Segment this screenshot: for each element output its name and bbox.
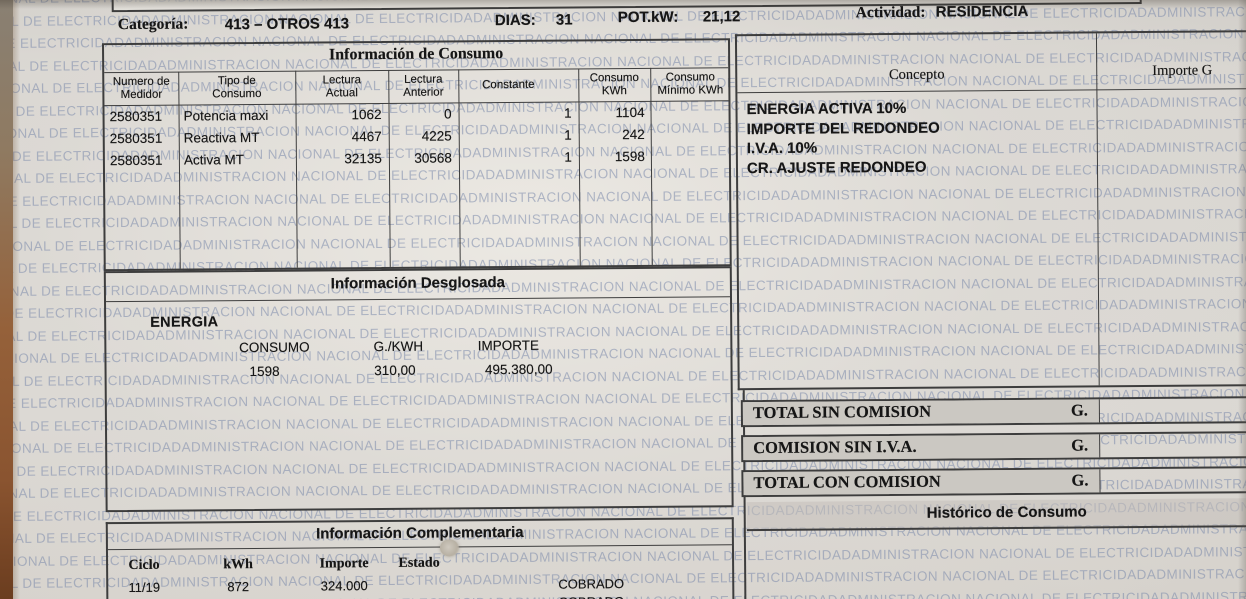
complementaria-col-estado: Estado xyxy=(398,555,440,571)
desglosada-value-consumo: 1598 xyxy=(249,363,280,380)
cell-kwh: 872 xyxy=(227,579,250,595)
potkw-label: POT.kW: xyxy=(617,8,679,27)
shaded-cell: TOTAL SIN COMISION G. xyxy=(742,399,1099,426)
importe-header: Importe G xyxy=(1152,62,1213,79)
historico-band: Histórico de Consumo xyxy=(746,498,1246,532)
total-label: COMISION SIN I.V.A. xyxy=(753,436,917,458)
cell-consumo-kwh: 1598 xyxy=(614,148,645,165)
cell-lectura-actual: 4467 xyxy=(351,128,382,145)
complementaria-col-kwh: kWh xyxy=(223,557,253,573)
concepto-item: ENERGIA ACTIVA 10% xyxy=(746,99,907,119)
energia-label: ENERGIA xyxy=(150,314,219,331)
complementaria-section: Información Complementaria Ciclo kWh Imp… xyxy=(105,517,735,599)
cell-constante: 1 xyxy=(564,149,572,165)
comision-sin-iva-row: COMISION SIN I.V.A. G. xyxy=(741,431,1246,463)
cell-ciclo: 11/19 xyxy=(128,579,161,595)
column-header-consumo-minimo: Consumo Mínimo KWh xyxy=(657,71,724,97)
desglosada-col-consumo: CONSUMO xyxy=(239,339,310,356)
divider xyxy=(1098,399,1100,423)
column-header-lectura-actual: Lectura Actual xyxy=(322,74,362,100)
cell-lectura-actual: 1062 xyxy=(351,106,382,123)
divider xyxy=(107,544,732,551)
divider xyxy=(458,69,461,267)
divider xyxy=(1099,469,1101,493)
cell-constante: 1 xyxy=(564,127,572,143)
consumo-table: Información de Consumo Numero de Medidor … xyxy=(101,38,732,272)
complementaria-col-ciclo: Ciclo xyxy=(128,557,160,573)
consumo-title: Información de Consumo xyxy=(328,45,504,64)
desglosada-value-gkwh: 310,00 xyxy=(374,362,416,379)
cell-lectura-anterior: 0 xyxy=(443,106,452,122)
desglosada-col-gkwh: G./KWH xyxy=(373,338,424,355)
categoria-label: Categoría: xyxy=(117,15,189,34)
desglosada-value-importe: 495.380,00 xyxy=(484,361,553,378)
column-header-medidor: Numero de Medidor xyxy=(112,75,170,102)
concepto-items: ENERGIA ACTIVA 10% IMPORTE DEL REDONDEO … xyxy=(746,99,940,179)
cell-lectura-actual: 32135 xyxy=(344,150,382,167)
concepto-header: Concepto xyxy=(888,66,945,84)
cell-estado: COBRADO xyxy=(536,594,646,599)
desglosada-section: Información Desglosada ENERGIA CONSUMO G… xyxy=(103,266,734,513)
complementaria-col-importe: Importe xyxy=(319,556,369,572)
cell-consumo-kwh: 1104 xyxy=(615,104,645,121)
column-header-lectura-anterior: Lectura Anterior xyxy=(403,73,444,99)
cell-estado: COBRADO xyxy=(558,576,625,592)
total-label: TOTAL CON COMISION xyxy=(753,471,941,493)
categoria-value: 413 – OTROS 413 xyxy=(224,15,350,34)
column-header-consumo-kwh: Consumo KWh xyxy=(589,71,639,98)
divider xyxy=(106,296,731,303)
column-header-tipo: Tipo de Consumo xyxy=(212,74,262,101)
concepto-item: IMPORTE DEL REDONDEO xyxy=(746,119,940,138)
cell-lectura-anterior: 30568 xyxy=(414,150,452,166)
cell-constante: 1 xyxy=(563,105,572,121)
concepto-table: Concepto Importe G ENERGIA ACTIVA 10% IM… xyxy=(734,30,1246,391)
scan-artifact-spot xyxy=(439,539,460,557)
scan-edge-right xyxy=(1238,0,1246,599)
complementaria-title: Información Complementaria xyxy=(315,523,524,543)
scan-edge-top xyxy=(0,0,1246,9)
shaded-cell: COMISION SIN I.V.A. G. xyxy=(743,434,1100,461)
cell-importe: 324.000 xyxy=(320,578,368,594)
divider xyxy=(737,88,1246,94)
divider xyxy=(1099,434,1101,458)
concepto-item: CR. AJUSTE REDONDEO xyxy=(746,158,927,177)
cell-tipo: Potencia maxi xyxy=(183,107,269,124)
cell-medidor: 2580351 xyxy=(109,152,163,169)
scan-edge-left-feather xyxy=(13,0,20,599)
desglosada-col-importe: IMPORTE xyxy=(477,337,540,354)
divider xyxy=(1095,33,1100,386)
cell-medidor: 2580351 xyxy=(109,130,163,147)
currency-unit: G. xyxy=(1071,470,1089,490)
cell-lectura-anterior: 4225 xyxy=(421,128,452,144)
cell-medidor: 2580351 xyxy=(109,108,163,125)
dias-label: DIAS: xyxy=(494,11,536,30)
total-label: TOTAL SIN COMISION xyxy=(752,401,932,423)
currency-unit: G. xyxy=(1071,435,1089,455)
historico-title: Histórico de Consumo xyxy=(926,503,1087,522)
scan-edge-left xyxy=(0,0,13,599)
concepto-item: I.V.A. 10% xyxy=(746,139,818,158)
column-header-constante: Constante xyxy=(482,78,535,92)
cell-tipo: Reactiva MT xyxy=(183,129,260,146)
desglosada-title: Información Desglosada xyxy=(330,274,506,293)
total-sin-comision-row: TOTAL SIN COMISION G. xyxy=(740,396,1246,428)
cell-consumo-kwh: 242 xyxy=(622,126,645,143)
dias-value: 31 xyxy=(555,11,573,29)
total-con-comision-row: TOTAL CON COMISION G. xyxy=(741,466,1246,498)
cell-tipo: Activa MT xyxy=(183,152,244,168)
shaded-cell: TOTAL CON COMISION G. xyxy=(743,469,1100,496)
currency-unit: G. xyxy=(1070,400,1088,420)
potkw-value: 21,12 xyxy=(702,8,741,26)
